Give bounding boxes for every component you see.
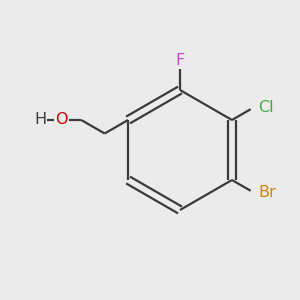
Text: F: F xyxy=(176,53,184,68)
Text: Cl: Cl xyxy=(258,100,274,115)
Text: O: O xyxy=(56,112,68,128)
Text: Br: Br xyxy=(258,185,276,200)
Text: H: H xyxy=(34,112,46,128)
